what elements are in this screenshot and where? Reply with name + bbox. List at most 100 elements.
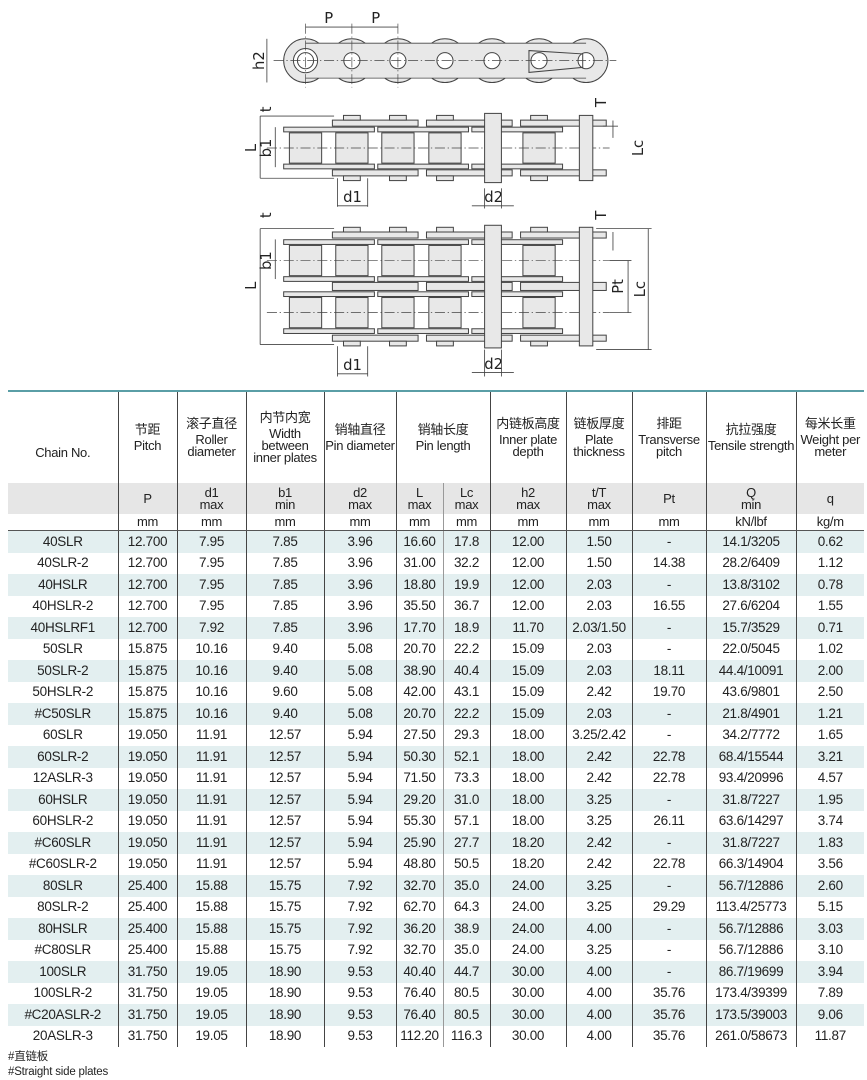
- chain-no-cell: 50SLR: [42, 641, 83, 657]
- value-cell: 18.20: [489, 853, 567, 875]
- middle-plate: [520, 281, 607, 291]
- value-cell: 17.70: [395, 617, 443, 639]
- value-cell: 2.00: [795, 660, 865, 682]
- value-cell: 14.1/3205: [705, 530, 797, 553]
- value-cell: 1.50: [565, 530, 633, 553]
- value-cell: 40.40: [395, 961, 443, 983]
- value-cell: 12.00: [489, 552, 567, 574]
- value-cell: 2.42: [565, 832, 633, 854]
- value-cell: 5.94: [323, 724, 396, 746]
- value-cell: 112.20: [395, 1025, 443, 1047]
- value-cell: -: [631, 724, 707, 746]
- symbol-qualifier: max: [587, 496, 611, 512]
- value-cell: 5.08: [323, 703, 396, 725]
- header-Q-title: 抗拉强度 Tensile strength: [705, 390, 797, 483]
- value-cell: 7.95: [176, 574, 246, 596]
- value-cell: 24.00: [489, 918, 567, 940]
- value-cell: 2.42: [565, 681, 633, 703]
- label-d2: d2: [484, 356, 503, 373]
- value-cell: 80.5: [442, 1004, 491, 1026]
- value-cell: 4.00: [565, 918, 633, 940]
- label-L: L: [243, 281, 260, 290]
- label-Lc: Lc: [632, 281, 649, 297]
- chain-no-cell: 40HSLRF1: [8, 617, 118, 639]
- header-symbol: q: [795, 483, 865, 514]
- value-cell: 15.88: [176, 875, 246, 897]
- value-cell: 3.21: [795, 746, 865, 768]
- value-cell: 0.62: [795, 530, 865, 553]
- value-cell: 93.4/20996: [705, 767, 797, 789]
- header-Pt-title: 排距 Transverse pitch: [631, 390, 707, 483]
- value-cell: 7.85: [245, 530, 324, 553]
- header-symbol: d2 max: [323, 483, 396, 514]
- value-cell: 18.00: [489, 789, 567, 811]
- label-P: P: [371, 10, 380, 27]
- header-unit: kN/lbf: [705, 514, 797, 531]
- symbol-qualifier: min: [740, 496, 762, 512]
- chain-no-cell: 80SLR-2: [37, 899, 89, 915]
- table-row: 80SLR-2 25.400 15.88 15.75 7.92 62.70 64.3 24.0…: [8, 896, 865, 918]
- value-cell: 11.87: [795, 1025, 865, 1047]
- value-cell: 24.00: [489, 896, 567, 918]
- header-b1-title: 内节内宽 Width between inner plates: [245, 390, 324, 483]
- header-cn: 滚子直径: [186, 415, 237, 431]
- header-unit: mm: [117, 514, 177, 531]
- table-row: 100SLR-2 31.750 19.05 18.90 9.53 76.40 80.5 30.…: [8, 982, 865, 1004]
- value-cell: 3.96: [323, 530, 396, 553]
- value-cell: 35.76: [631, 1004, 707, 1026]
- value-cell: 12.700: [117, 574, 177, 596]
- inner-plate: [471, 126, 564, 133]
- symbol: Q: [746, 484, 756, 500]
- value-cell: 2.42: [565, 746, 633, 768]
- value-cell: 31.8/7227: [705, 789, 797, 811]
- pin-head: [342, 175, 361, 182]
- value-cell: 31.750: [117, 1004, 177, 1026]
- value-cell: 27.7: [442, 832, 491, 854]
- unit: mm: [408, 514, 431, 529]
- pin-head: [389, 175, 407, 182]
- header-row-units: mm mm mm mm mm mm mm mm mm kN/lbf kg/m: [8, 514, 865, 531]
- value-cell: 5.94: [323, 810, 396, 832]
- header-L-title: 销轴长度 Pin length: [395, 390, 491, 483]
- table-row: 60HSLR 19.050 11.91 12.57 5.94 29.20 31.0 18.00…: [8, 789, 865, 811]
- value-cell: 19.050: [117, 724, 177, 746]
- value-cell: 16.60: [395, 530, 443, 553]
- value-cell: 2.03: [565, 595, 633, 617]
- chain-no-cell: 80SLR: [8, 875, 118, 897]
- value-cell: 15.75: [245, 939, 324, 961]
- value-cell: 17.8: [442, 530, 491, 553]
- spec-table-section: Chain No. 节距 Pitch 滚子直径 Roller diameter 内节内宽 W…: [8, 390, 865, 1080]
- chain-no-cell: #C80SLR: [34, 942, 92, 958]
- value-cell: 7.85: [245, 595, 324, 617]
- table-row: 40HSLRF1 12.700 7.92 7.85 3.96 17.70 18.9 11.70…: [8, 617, 865, 639]
- value-cell: 29.20: [395, 789, 443, 811]
- value-cell: 19.05: [176, 961, 246, 983]
- header-blank: [8, 483, 118, 514]
- value-cell: 31.0: [442, 789, 491, 811]
- value-cell: 11.91: [176, 853, 246, 875]
- value-cell: 3.94: [795, 961, 865, 983]
- value-cell: 18.9: [442, 617, 491, 639]
- inner-plate: [471, 163, 564, 170]
- outer-plate: [331, 169, 419, 177]
- value-cell: 18.80: [395, 574, 443, 596]
- inner-plate: [283, 291, 375, 298]
- value-cell: -: [631, 961, 707, 983]
- symbol: h2: [521, 484, 535, 500]
- value-cell: 18.90: [245, 961, 324, 983]
- value-cell: 11.70: [489, 617, 567, 639]
- label-T: T: [593, 97, 610, 108]
- chain-no-cell: 60SLR-2: [8, 746, 118, 768]
- value-cell: 2.03/1.50: [565, 617, 633, 639]
- pin-head: [530, 340, 548, 347]
- value-cell: 4.00: [565, 1025, 633, 1047]
- value-cell: 18.11: [631, 660, 707, 682]
- header-cn: 内链板高度: [496, 415, 560, 431]
- value-cell: 11.91: [176, 832, 246, 854]
- value-cell: 56.7/12886: [705, 939, 797, 961]
- value-cell: 173.5/39003: [705, 1004, 797, 1026]
- value-cell: 36.20: [395, 918, 443, 940]
- value-cell: 19.050: [117, 810, 177, 832]
